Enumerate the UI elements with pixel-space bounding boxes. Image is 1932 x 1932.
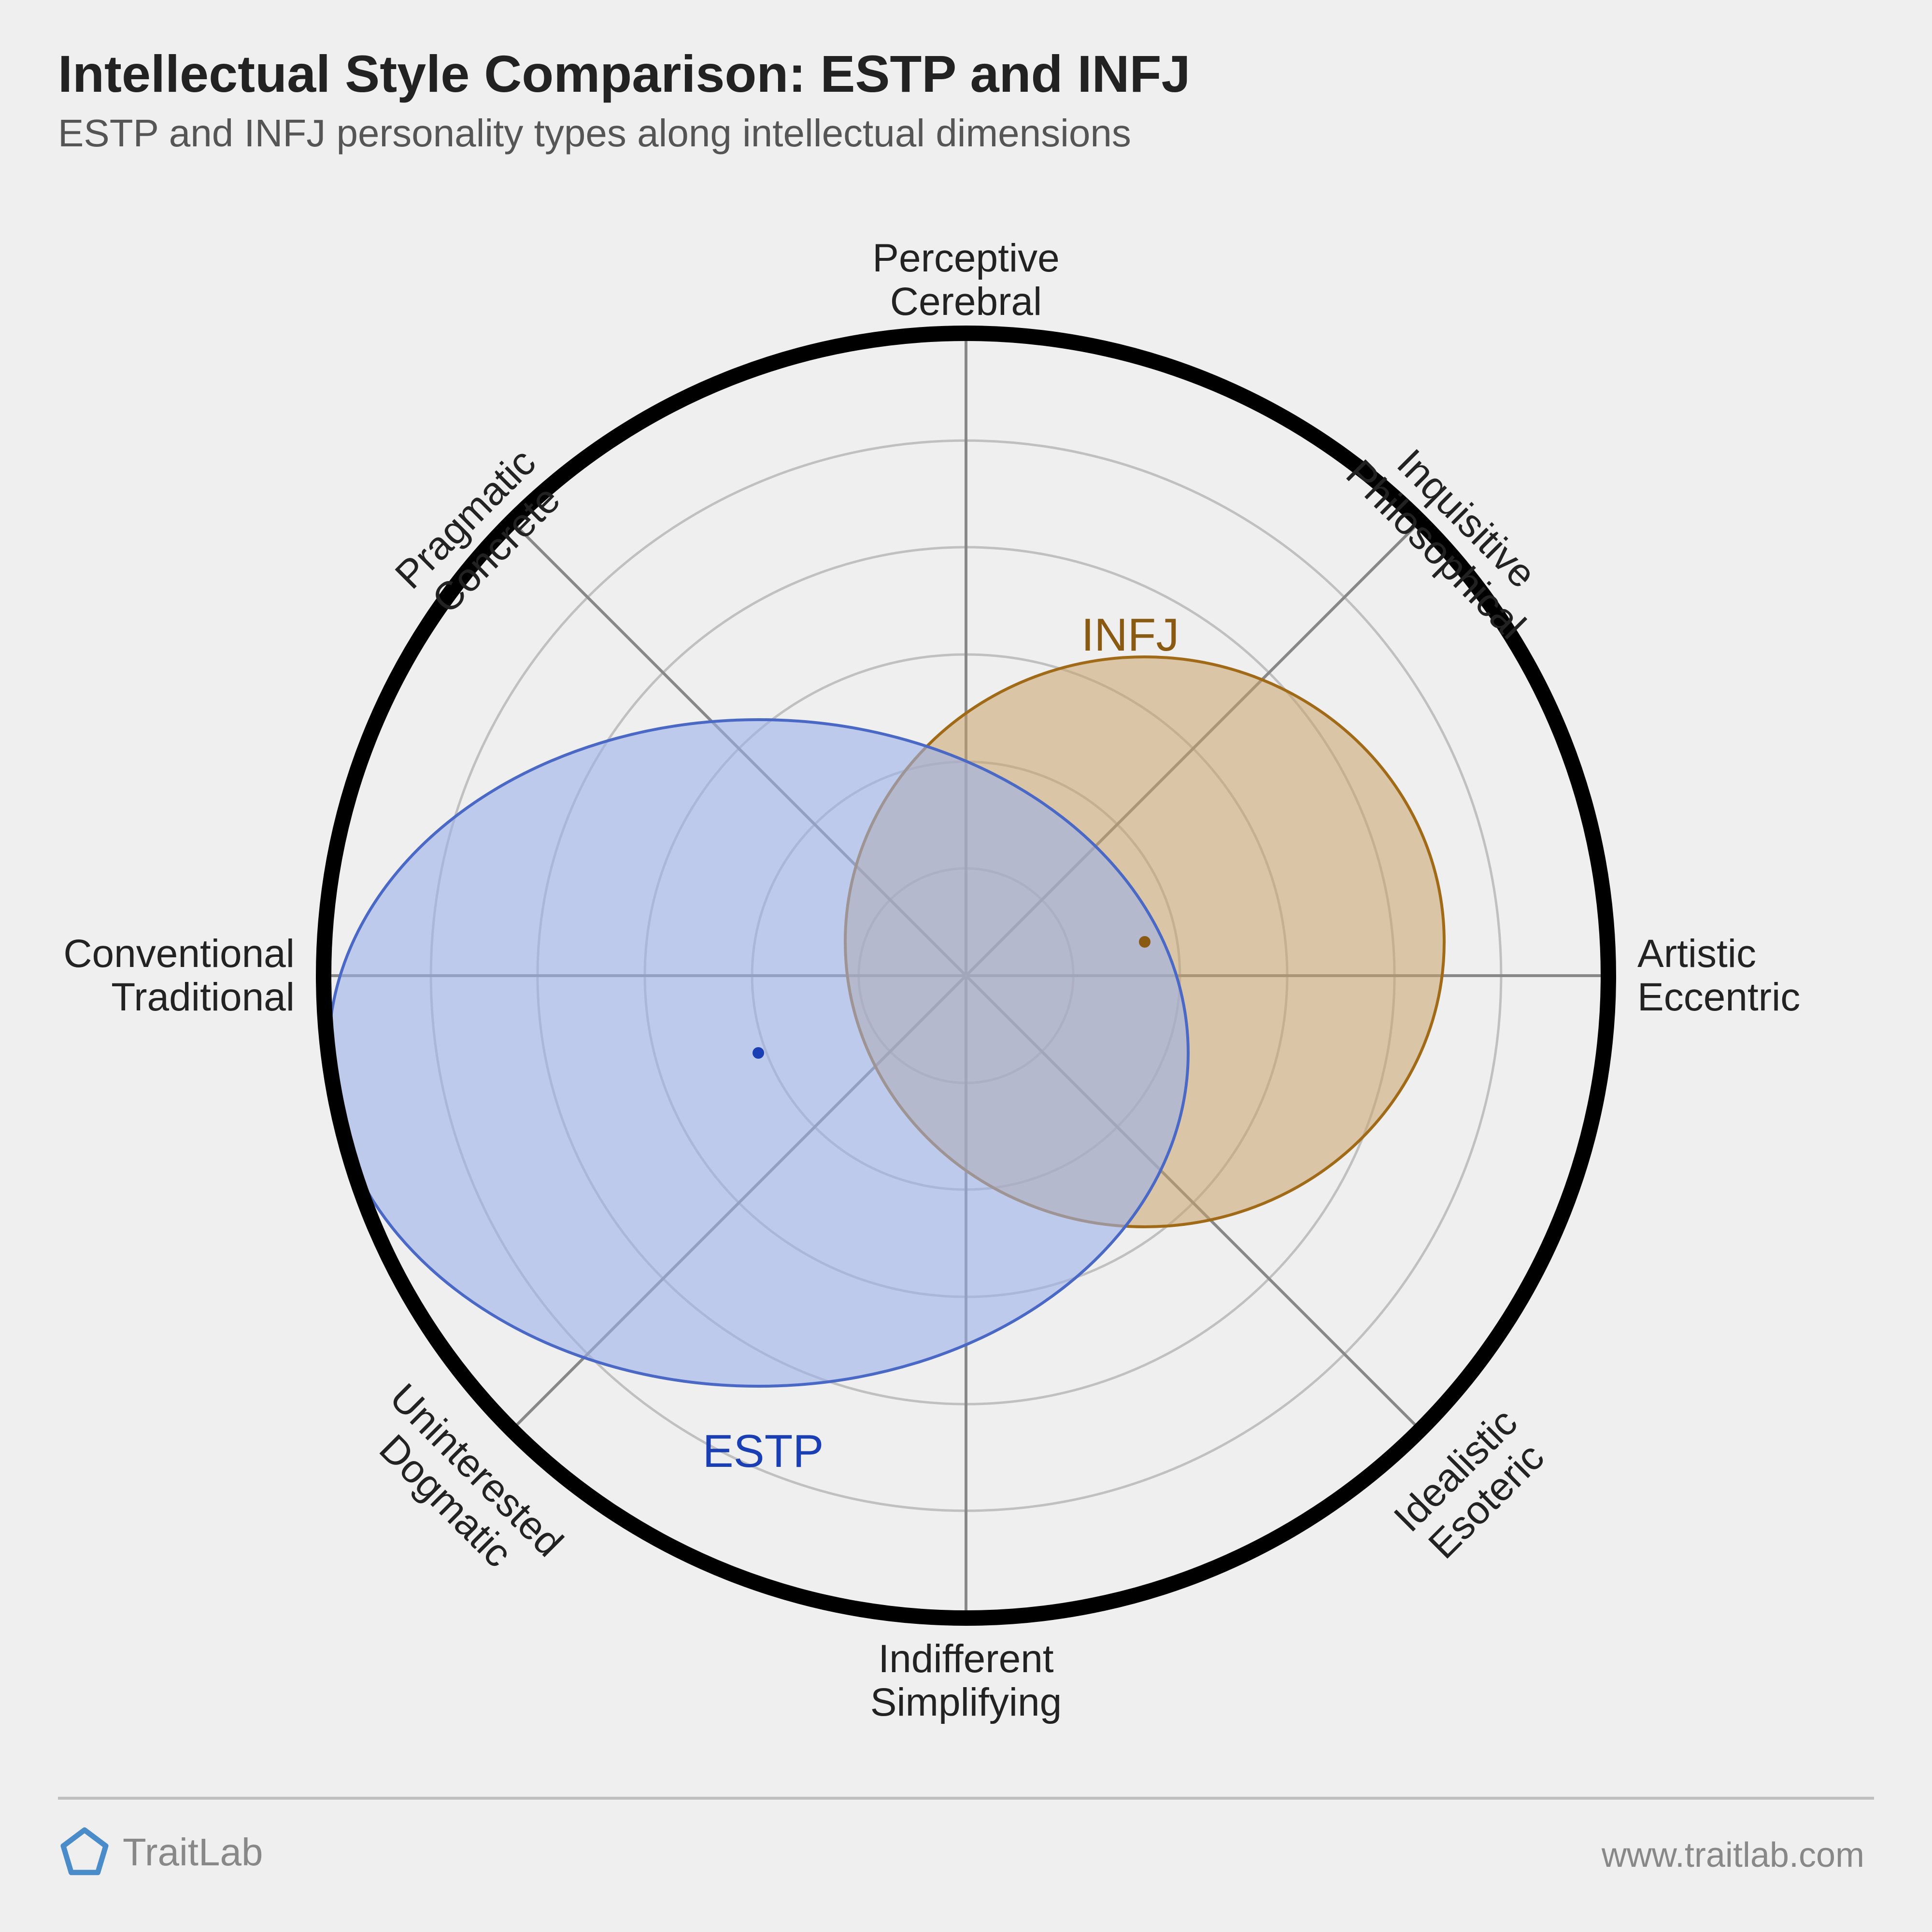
axis-label-line1: Indifferent [797, 1637, 1135, 1681]
axis-label-line1: Conventional [0, 932, 295, 976]
page: { "title":"Intellectual Style Comparison… [0, 0, 1932, 1932]
axis-label: ArtisticEccentric [1637, 932, 1932, 1019]
axis-label-line2: Eccentric [1637, 976, 1932, 1019]
footer-brand: TraitLab [58, 1826, 263, 1879]
axis-label-line2: Cerebral [797, 280, 1135, 324]
axis-label-line1: Perceptive [797, 237, 1135, 280]
traitlab-logo-icon [58, 1826, 111, 1879]
footer-divider [58, 1797, 1874, 1800]
axis-label-line1: Artistic [1637, 932, 1932, 976]
axis-label: ConventionalTraditional [0, 932, 295, 1019]
axis-label-line2: Simplifying [797, 1681, 1135, 1724]
axis-label-line2: Traditional [0, 976, 295, 1019]
axis-label: IndifferentSimplifying [797, 1637, 1135, 1724]
axis-label: PerceptiveCerebral [797, 237, 1135, 324]
series-label-estp: ESTP [691, 1425, 836, 1478]
footer-brand-text: TraitLab [123, 1830, 263, 1875]
series-label-infj: INFJ [1058, 609, 1203, 662]
footer-url: www.traitlab.com [1602, 1835, 1864, 1875]
